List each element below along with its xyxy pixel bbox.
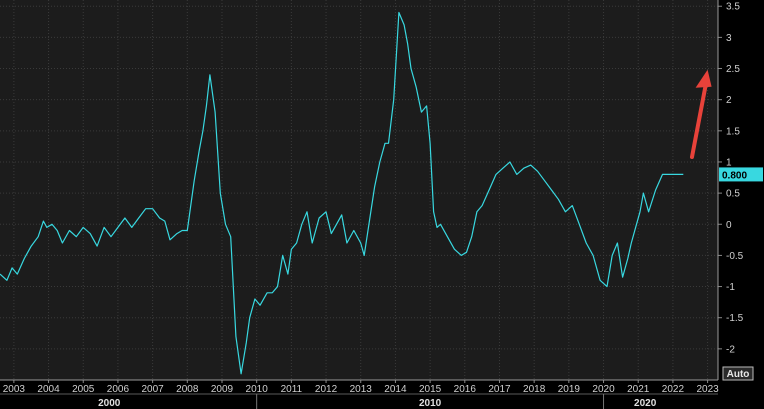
x-tick-label: 2007 bbox=[141, 384, 164, 395]
annotations: 0.800 bbox=[689, 69, 763, 182]
y-tick-label: -1 bbox=[726, 282, 735, 293]
x-tick-label: 2021 bbox=[627, 384, 650, 395]
y-tick-label: 0 bbox=[726, 220, 732, 231]
series-line bbox=[0, 11, 684, 375]
y-tick-label: 0.5 bbox=[726, 189, 740, 200]
plot-background bbox=[0, 0, 718, 380]
gridlines bbox=[0, 0, 718, 380]
x-tick-label: 2008 bbox=[176, 384, 199, 395]
x-tick-label: 2019 bbox=[558, 384, 581, 395]
x-tick-label: 2018 bbox=[523, 384, 546, 395]
y-tick-label: 2 bbox=[726, 95, 732, 106]
y-tick-label: -2 bbox=[726, 344, 735, 355]
y-tick-label: 3.5 bbox=[726, 2, 740, 13]
x-tick-label: 2010 bbox=[246, 384, 269, 395]
x-tick-label: 2020 bbox=[592, 384, 615, 395]
series-layer bbox=[0, 11, 684, 375]
x-tick-label: 2022 bbox=[662, 384, 685, 395]
last-value-tag bbox=[719, 167, 763, 182]
x-tick-label: 2014 bbox=[384, 384, 407, 395]
y-tick-label: 1.5 bbox=[726, 126, 740, 137]
x-tick-label: 2006 bbox=[107, 384, 130, 395]
y-tick-label: 3 bbox=[726, 33, 732, 44]
x-tick-label: 2015 bbox=[419, 384, 442, 395]
auto-scale-button[interactable] bbox=[722, 366, 754, 381]
x-tick-label: 2009 bbox=[211, 384, 234, 395]
x-tick-label: 2003 bbox=[3, 384, 26, 395]
decade-label: 2000 bbox=[98, 398, 121, 409]
y-tick-label: 1 bbox=[726, 157, 732, 168]
annotation-arrow-shaft bbox=[689, 82, 708, 159]
x-tick-label: 2013 bbox=[350, 384, 373, 395]
y-tick-label: -1.5 bbox=[726, 313, 744, 324]
decade-label: 2010 bbox=[419, 398, 442, 409]
x-tick-label: 2005 bbox=[72, 384, 95, 395]
x-tick-label: 2023 bbox=[696, 384, 719, 395]
x-tick-label: 2017 bbox=[488, 384, 511, 395]
x-tick-label: 2016 bbox=[454, 384, 477, 395]
last-value-label: 0.800 bbox=[722, 170, 747, 181]
decade-label: 2020 bbox=[634, 398, 657, 409]
annotation-arrow-head bbox=[695, 69, 712, 88]
x-tick-label: 2011 bbox=[281, 384, 303, 395]
y-tick-label: -0.5 bbox=[726, 251, 744, 262]
x-tick-label: 2012 bbox=[315, 384, 338, 395]
x-tick-label: 2004 bbox=[37, 384, 60, 395]
y-tick-label: 2.5 bbox=[726, 64, 740, 75]
auto-scale-label: Auto bbox=[727, 369, 750, 380]
